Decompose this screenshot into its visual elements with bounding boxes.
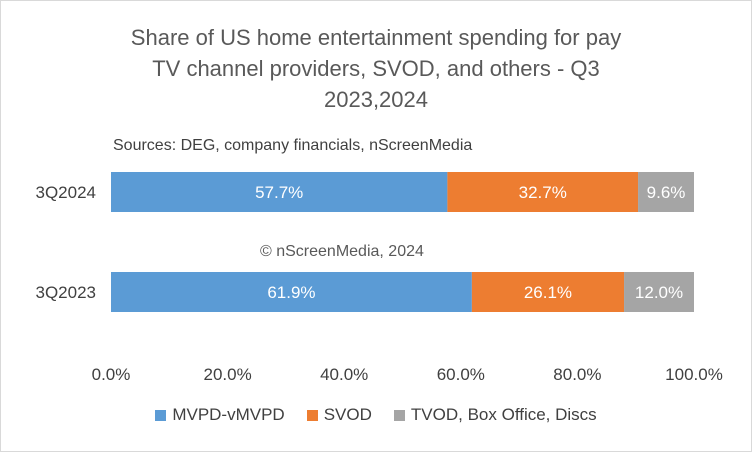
bar-svod-3q2024	[447, 172, 639, 212]
data-label-mvpd-vmvpd-3q2023: 61.9%	[267, 283, 315, 302]
source-note: Sources: DEG, company financials, nScree…	[113, 137, 473, 154]
bar-mvpd-vmvpd-3q2023	[111, 272, 472, 312]
data-label-tvod-box-office-discs-3q2023: 12.0%	[635, 283, 683, 302]
chart-title-line-3: 2023,2024	[324, 87, 428, 112]
legend: MVPD-vMVPD SVOD TVOD, Box Office, Discs	[0, 405, 752, 425]
legend-swatch-tvod	[393, 409, 405, 421]
bar-svod-3q2023	[471, 272, 625, 312]
chart-title-line-2: TV channel providers, SVOD, and others -…	[152, 56, 600, 81]
data-label-svod-3q2024: 32.7%	[519, 183, 567, 202]
chart-title: Share of US home entertainment spending …	[40, 22, 712, 115]
watermark: © nScreenMedia, 2024	[260, 243, 424, 260]
data-label-tvod-box-office-discs-3q2024: 9.6%	[647, 183, 686, 202]
legend-label-tvod: TVOD, Box Office, Discs	[410, 405, 597, 424]
data-label-svod-3q2023: 26.1%	[524, 283, 572, 302]
legend-swatch-mvpd	[155, 409, 167, 421]
x-tick-label-5: 100.0%	[665, 365, 723, 384]
bar-tvod-box-office-discs-3q2024	[638, 172, 694, 212]
legend-swatch-svod	[306, 409, 318, 421]
category-label-3q2024: 3Q2024	[36, 183, 97, 202]
bar-mvpd-vmvpd-3q2024	[111, 172, 448, 212]
chart-title-line-1: Share of US home entertainment spending …	[130, 25, 622, 50]
x-tick-label-2: 40.0%	[320, 365, 368, 384]
legend-item-tvod: TVOD, Box Office, Discs	[393, 405, 597, 425]
legend-item-mvpd: MVPD-vMVPD	[155, 405, 285, 425]
legend-item-svod: SVOD	[306, 405, 372, 425]
legend-label-mvpd: MVPD-vMVPD	[172, 405, 285, 424]
x-tick-label-4: 80.0%	[553, 365, 601, 384]
x-tick-label-0: 0.0%	[92, 365, 131, 384]
x-tick-label-1: 20.0%	[203, 365, 251, 384]
legend-label-svod: SVOD	[323, 405, 372, 424]
x-tick-label-3: 60.0%	[437, 365, 485, 384]
data-label-mvpd-vmvpd-3q2024: 57.7%	[255, 183, 303, 202]
category-label-3q2023: 3Q2023	[36, 283, 97, 302]
bar-tvod-box-office-discs-3q2023	[624, 272, 694, 312]
